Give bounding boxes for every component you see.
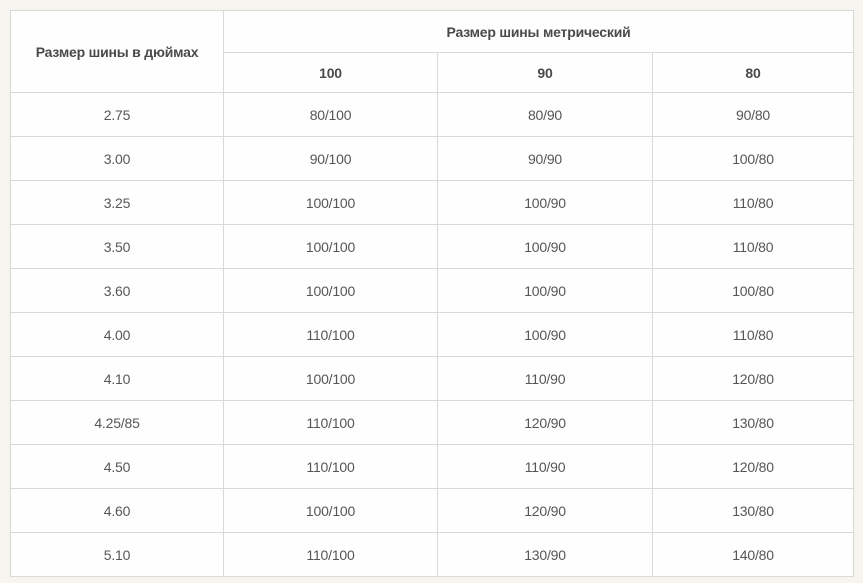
metric-cell: 100/100 bbox=[223, 488, 438, 533]
inches-cell: 4.00 bbox=[10, 312, 224, 357]
metric-cell: 120/90 bbox=[437, 488, 653, 533]
metric-column-header-100: 100 bbox=[223, 52, 438, 93]
metric-cell: 90/90 bbox=[437, 136, 653, 181]
metric-cell: 110/80 bbox=[651, 312, 855, 357]
metric-cell: 100/90 bbox=[437, 268, 653, 313]
metric-cell: 100/100 bbox=[223, 268, 438, 313]
header-row-metric-columns: 100 90 80 bbox=[11, 52, 855, 93]
inches-cell: 4.50 bbox=[10, 444, 224, 489]
inches-cell: 4.60 bbox=[10, 488, 224, 533]
table-row: 3.25 100/100 100/90 110/80 bbox=[10, 180, 855, 225]
metric-column-header-80: 80 bbox=[651, 52, 855, 93]
metric-group-header: Размер шины метрический bbox=[222, 10, 855, 53]
metric-cell: 110/80 bbox=[651, 180, 855, 225]
metric-cell: 100/90 bbox=[437, 312, 653, 357]
metric-cell: 80/90 bbox=[437, 92, 653, 137]
metric-cell: 140/80 bbox=[651, 532, 855, 577]
metric-cell: 110/90 bbox=[437, 444, 653, 489]
metric-cell: 100/80 bbox=[651, 136, 855, 181]
metric-cell: 100/80 bbox=[651, 268, 855, 313]
metric-cell: 110/100 bbox=[223, 532, 438, 577]
inches-cell: 5.10 bbox=[10, 532, 224, 577]
metric-cell: 130/80 bbox=[651, 400, 855, 445]
table-row: 3.60 100/100 100/90 100/80 bbox=[10, 268, 855, 313]
metric-cell: 100/90 bbox=[437, 224, 653, 269]
table-row: 4.25/85 110/100 120/90 130/80 bbox=[10, 400, 855, 445]
table-row: 4.10 100/100 110/90 120/80 bbox=[10, 356, 855, 401]
metric-cell: 110/80 bbox=[651, 224, 855, 269]
inches-cell: 3.60 bbox=[10, 268, 224, 313]
table-row: 5.10 110/100 130/90 140/80 bbox=[10, 532, 855, 577]
header-row-group: Размер шины в дюймах Размер шины метриче… bbox=[10, 10, 855, 93]
metric-cell: 130/80 bbox=[651, 488, 855, 533]
metric-cell: 90/100 bbox=[223, 136, 438, 181]
metric-cell: 120/80 bbox=[651, 444, 855, 489]
table-row: 4.60 100/100 120/90 130/80 bbox=[10, 488, 855, 533]
metric-cell: 130/90 bbox=[437, 532, 653, 577]
table-row: 3.50 100/100 100/90 110/80 bbox=[10, 224, 855, 269]
metric-cell: 80/100 bbox=[223, 92, 438, 137]
inches-cell: 4.10 bbox=[10, 356, 224, 401]
metric-cell: 110/100 bbox=[223, 312, 438, 357]
inches-cell: 3.25 bbox=[10, 180, 224, 225]
metric-cell: 120/90 bbox=[437, 400, 653, 445]
metric-cell: 120/80 bbox=[651, 356, 855, 401]
inches-column-header: Размер шины в дюймах bbox=[10, 10, 224, 93]
metric-column-header-90: 90 bbox=[437, 52, 653, 93]
metric-cell: 100/90 bbox=[437, 180, 653, 225]
table-row: 2.75 80/100 80/90 90/80 bbox=[10, 92, 855, 137]
inches-cell: 2.75 bbox=[10, 92, 224, 137]
table-row: 4.50 110/100 110/90 120/80 bbox=[10, 444, 855, 489]
metric-cell: 110/100 bbox=[223, 400, 438, 445]
table-row: 3.00 90/100 90/90 100/80 bbox=[10, 136, 855, 181]
metric-cell: 90/80 bbox=[651, 92, 855, 137]
metric-cell: 100/100 bbox=[223, 224, 438, 269]
metric-cell: 110/90 bbox=[437, 356, 653, 401]
metric-cell: 100/100 bbox=[223, 356, 438, 401]
inches-cell: 3.50 bbox=[10, 224, 224, 269]
metric-cell: 110/100 bbox=[223, 444, 438, 489]
inches-cell: 4.25/85 bbox=[10, 400, 224, 445]
inches-cell: 3.00 bbox=[10, 136, 224, 181]
table-row: 4.00 110/100 100/90 110/80 bbox=[10, 312, 855, 357]
metric-cell: 100/100 bbox=[223, 180, 438, 225]
tire-size-conversion-table: Размер шины в дюймах Размер шины метриче… bbox=[10, 10, 855, 577]
